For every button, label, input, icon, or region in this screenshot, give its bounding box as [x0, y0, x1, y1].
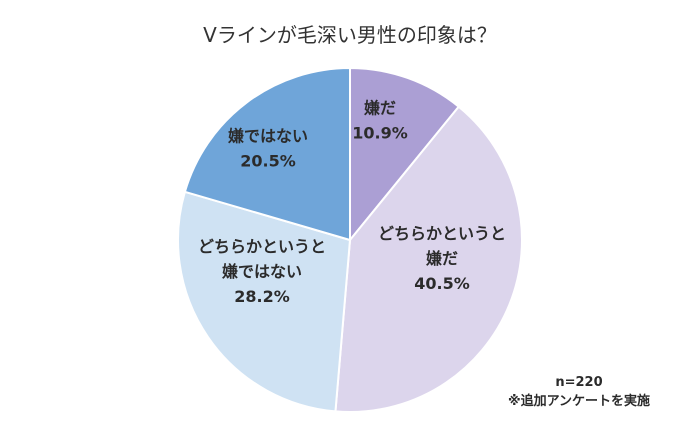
slice-category-label-3-1: どちらかというと: [198, 237, 326, 256]
sample-size-note: n=220: [555, 375, 602, 390]
slice-category-label-2-2: 嫌だ: [425, 249, 458, 268]
pie-labels: 嫌だ10.9%どちらかというと嫌だ40.5%どちらかというと嫌ではない28.2%…: [198, 99, 506, 307]
slice-value-label-1: 10.9%: [352, 124, 408, 143]
pie-slice-1: [349, 66, 461, 243]
slice-category-label-4-1: 嫌ではない: [227, 127, 308, 146]
survey-note: ※追加アンケートを実施: [508, 393, 650, 409]
slice-category-label-3-2: 嫌ではない: [221, 262, 302, 281]
pie-slice-3: [177, 190, 352, 413]
pie-slices: [177, 66, 523, 413]
slice-category-label-1-1: 嫌だ: [363, 99, 396, 118]
slice-category-label-2-1: どちらかというと: [378, 224, 506, 243]
pie-slice-2: [334, 105, 523, 413]
slice-value-label-3: 28.2%: [234, 287, 290, 306]
chart-title: Vラインが毛深い男性の印象は？: [203, 23, 497, 47]
slice-value-label-4: 20.5%: [240, 152, 296, 171]
slice-value-label-2: 40.5%: [414, 274, 470, 293]
pie-slice-4: [183, 66, 351, 242]
